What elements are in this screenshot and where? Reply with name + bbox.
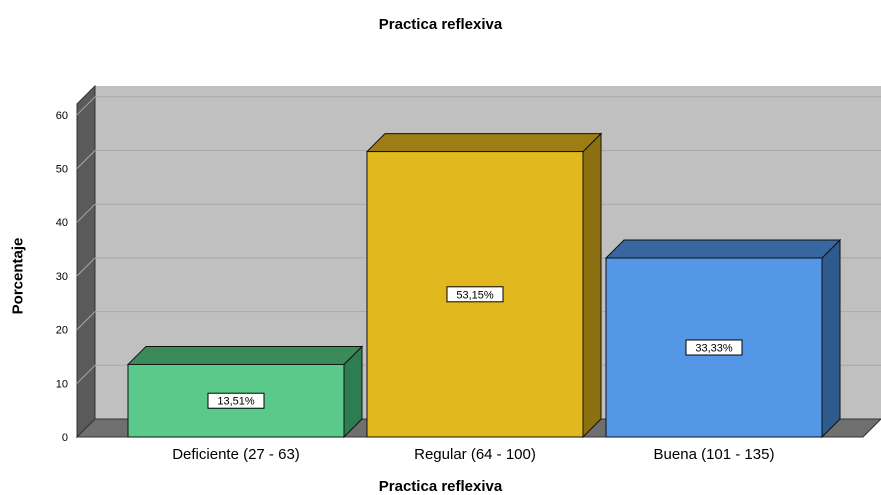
data-label: 33,33% <box>695 343 733 355</box>
y-tick-labels: 0 10 20 30 40 50 60 <box>56 110 68 444</box>
y-tick-label: 20 <box>56 325 68 337</box>
gridline-side <box>76 364 96 384</box>
bar-top <box>365 133 603 153</box>
y-tick-label: 50 <box>56 164 68 176</box>
x-tick-label: Buena (101 - 135) <box>654 446 775 463</box>
gridline-side <box>76 203 96 223</box>
plot-side-wall <box>76 84 96 439</box>
data-label: 53,15% <box>456 289 494 301</box>
gridline-side <box>76 311 96 330</box>
y-tick-label: 30 <box>56 271 68 283</box>
x-tick-label: Deficiente (27 - 63) <box>172 446 300 463</box>
bar-top <box>604 239 842 259</box>
y-tick-label: 0 <box>62 432 68 444</box>
y-tick-label: 60 <box>56 110 68 122</box>
gridline-side <box>76 96 96 116</box>
data-label: 13,51% <box>217 396 255 408</box>
gridline-side <box>76 257 96 277</box>
chart-title: Practica reflexiva <box>378 16 503 33</box>
x-tick-label: Regular (64 - 100) <box>414 446 536 463</box>
bar-side <box>821 238 841 439</box>
data-labels: 13,51% 53,15% 33,33% <box>207 286 743 409</box>
y-tick-label: 40 <box>56 217 68 229</box>
bar-side <box>582 132 602 439</box>
x-axis-title: Practica reflexiva <box>378 478 503 495</box>
bar-top <box>126 345 364 365</box>
data-label-box <box>685 339 743 356</box>
gridline-side <box>76 150 96 169</box>
y-tick-label: 10 <box>56 378 68 390</box>
data-label-box <box>207 392 265 409</box>
x-tick-labels: Deficiente (27 - 63) Regular (64 - 100) Bu… <box>172 446 774 463</box>
data-label-box <box>446 286 504 303</box>
